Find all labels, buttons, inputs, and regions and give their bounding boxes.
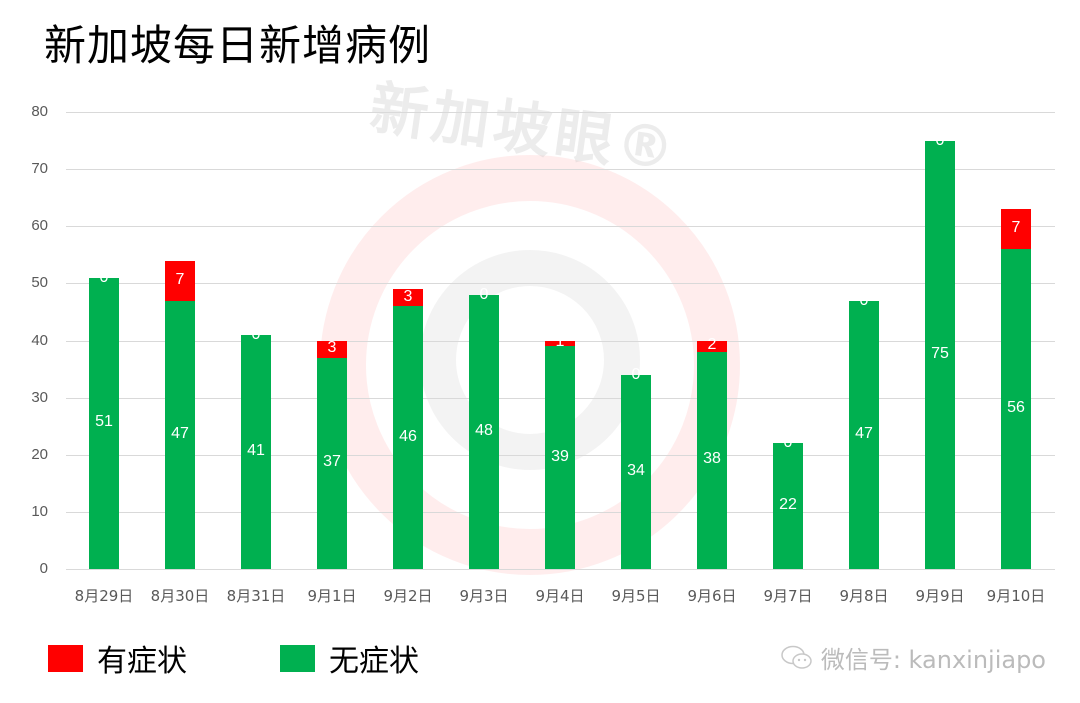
gridline	[66, 569, 1055, 570]
bar-label-symptomatic: 2	[707, 336, 717, 354]
gridline	[66, 112, 1055, 113]
bar-label-symptomatic: 1	[555, 333, 565, 351]
bar-label-asymptomatic: 34	[627, 461, 645, 479]
bar-label-symptomatic: 0	[479, 285, 489, 303]
x-axis-tick: 8月31日	[226, 587, 286, 605]
bar-label-asymptomatic: 48	[475, 421, 493, 439]
bar-label-symptomatic: 0	[251, 325, 261, 343]
wechat-id: 微信号: kanxinjiapo	[781, 640, 1046, 675]
bar-label-symptomatic: 7	[175, 270, 185, 288]
wechat-icon	[781, 645, 813, 671]
x-axis-tick: 8月30日	[150, 587, 210, 605]
gridline	[66, 169, 1055, 171]
x-axis-tick: 9月1日	[307, 587, 357, 605]
bar-symptomatic	[697, 340, 727, 352]
bar-asymptomatic	[317, 357, 347, 569]
bar-symptomatic	[1001, 209, 1031, 250]
y-axis-tick: 70	[31, 160, 48, 178]
bar-asymptomatic	[393, 306, 423, 569]
x-axis-tick: 9月4日	[535, 587, 585, 605]
y-axis-tick: 50	[31, 274, 48, 292]
bar-label-symptomatic: 3	[403, 287, 413, 305]
bar-asymptomatic	[697, 351, 727, 569]
legend-item-symptomatic: 有症状	[48, 636, 187, 680]
bar-asymptomatic	[621, 374, 651, 569]
bar-label-asymptomatic: 56	[1007, 399, 1025, 417]
bar-label-symptomatic: 3	[327, 339, 337, 357]
x-axis-tick: 9月7日	[763, 587, 813, 605]
bar-label-asymptomatic: 38	[703, 450, 721, 468]
gridline	[66, 226, 1055, 228]
x-axis-tick: 8月29日	[74, 587, 134, 605]
y-axis-tick: 30	[31, 388, 48, 406]
x-axis-tick: 9月10日	[986, 587, 1046, 605]
bar-symptomatic	[317, 340, 347, 358]
legend-swatch-red	[48, 644, 83, 672]
bar-asymptomatic	[241, 334, 271, 569]
bar-label-asymptomatic: 37	[323, 453, 341, 471]
bar-label-symptomatic: 0	[935, 131, 945, 149]
bar-asymptomatic	[925, 140, 955, 569]
bar-label-asymptomatic: 51	[95, 413, 113, 431]
bar-label-asymptomatic: 41	[247, 441, 265, 459]
x-axis-tick: 9月2日	[383, 587, 433, 605]
x-axis-tick: 9月6日	[687, 587, 737, 605]
bar-label-asymptomatic: 39	[551, 447, 569, 465]
bar-label-symptomatic: 7	[1011, 219, 1021, 237]
x-axis-tick: 9月3日	[459, 587, 509, 605]
legend-label: 有症状	[97, 644, 187, 679]
bar-asymptomatic	[165, 300, 195, 569]
wechat-label: 微信号: kanxinjiapo	[820, 646, 1046, 674]
y-axis-tick: 20	[31, 445, 48, 463]
bar-label-symptomatic: 0	[631, 365, 641, 383]
y-axis-tick: 60	[31, 217, 48, 235]
bar-asymptomatic	[545, 346, 575, 569]
legend-label: 无症状	[329, 644, 419, 679]
gridline	[66, 283, 1055, 285]
bar-symptomatic	[393, 289, 423, 307]
x-axis-tick: 9月5日	[611, 587, 661, 605]
chart-title: 新加坡每日新增病例	[44, 21, 432, 70]
bar-asymptomatic	[1001, 249, 1031, 569]
y-axis-tick: 0	[39, 560, 48, 577]
x-axis-tick: 9月9日	[915, 587, 965, 605]
bar-symptomatic	[545, 340, 575, 347]
bar-asymptomatic	[89, 277, 119, 569]
y-axis-tick: 10	[31, 502, 48, 520]
bar-label-asymptomatic: 47	[855, 424, 873, 442]
legend-swatch-green	[280, 644, 315, 672]
bar-asymptomatic	[469, 294, 499, 569]
bar-label-symptomatic: 0	[859, 291, 869, 309]
bar-label-asymptomatic: 47	[171, 424, 189, 442]
x-axis-tick: 9月8日	[839, 587, 889, 605]
bar-label-symptomatic: 0	[783, 434, 793, 452]
bar-asymptomatic	[773, 443, 803, 569]
bar-label-asymptomatic: 22	[779, 496, 797, 514]
bar-label-symptomatic: 0	[99, 268, 109, 286]
bar-symptomatic	[165, 260, 195, 301]
y-axis-tick: 80	[31, 103, 48, 120]
bar-label-asymptomatic: 46	[399, 427, 417, 445]
legend-item-asymptomatic: 无症状	[280, 636, 419, 680]
bar-label-asymptomatic: 75	[931, 344, 949, 362]
bar-asymptomatic	[849, 300, 879, 569]
y-axis-tick: 40	[31, 331, 48, 349]
